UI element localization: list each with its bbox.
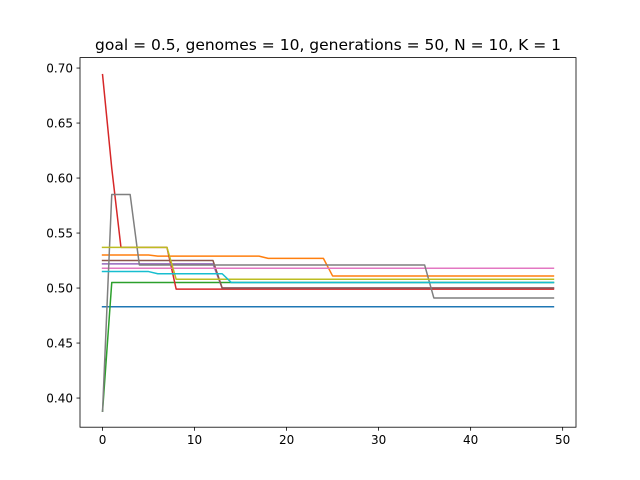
series-line-2 [101, 254, 555, 277]
chart-title: goal = 0.5, genomes = 10, generations = … [95, 36, 561, 54]
series-line-9 [101, 246, 555, 280]
x-tick-label: 20 [279, 433, 294, 447]
y-tick-label: 0.50 [46, 281, 73, 295]
series-line-8 [101, 193, 555, 413]
x-tick-label: 10 [187, 433, 202, 447]
y-tick-label: 0.60 [46, 171, 73, 185]
axes-frame [79, 57, 577, 428]
y-tick-label: 0.70 [46, 61, 73, 75]
x-tick-label: 30 [371, 433, 386, 447]
y-tick-label: 0.65 [46, 116, 73, 130]
y-tick-label: 0.55 [46, 226, 73, 240]
y-tick-label: 0.40 [46, 391, 73, 405]
x-tick-label: 50 [555, 433, 570, 447]
y-tick-label: 0.45 [46, 336, 73, 350]
axes-layer: 0 10 20 30 40 50 0.40 0.45 0.50 0.55 0.60 0.65 0.70 [46, 57, 577, 447]
x-tick-label: 0 [99, 433, 107, 447]
series-layer [101, 73, 555, 413]
x-tick-label: 40 [463, 433, 478, 447]
series-line-10 [101, 270, 555, 284]
